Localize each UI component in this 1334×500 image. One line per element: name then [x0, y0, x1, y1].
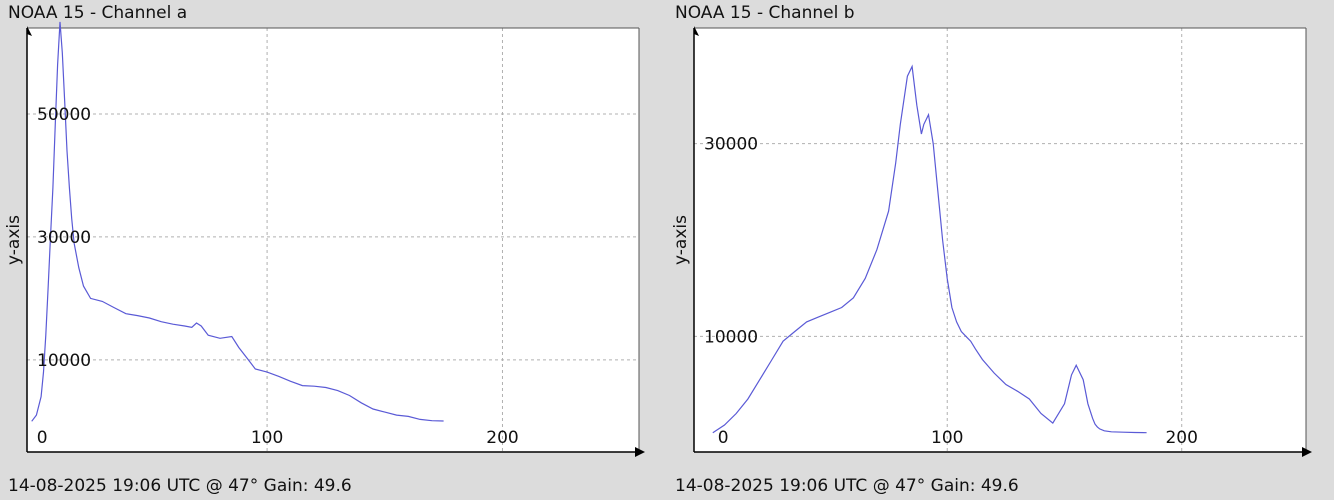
y-tick-label: 10000 [704, 327, 758, 347]
chart-title: NOAA 15 - Channel a [8, 3, 188, 23]
chart-plot-area: 0 100 200 10000 30000 50000 y-axis [4, 21, 645, 457]
x-tick-label: 0 [37, 428, 48, 448]
series-line [712, 64, 1147, 434]
chart-title: NOAA 15 - Channel b [675, 3, 855, 23]
x-axis-arrow [635, 447, 645, 457]
y-tick-label: 50000 [37, 105, 91, 125]
chart-panel-b: NOAA 15 - Channel b 0 100 200 10000 30000 y-a… [667, 0, 1334, 500]
plot-background [694, 28, 1306, 452]
plot-background [27, 28, 639, 452]
y-axis-label: y-axis [671, 215, 691, 265]
x-tick-label: 100 [251, 428, 283, 448]
y-tick-label: 10000 [37, 351, 91, 371]
x-tick-label: 200 [486, 428, 518, 448]
y-axis-arrow [27, 26, 32, 36]
series-line [31, 21, 444, 422]
x-tick-label: 200 [1165, 428, 1197, 448]
y-axis-arrow [694, 26, 699, 36]
x-tick-label: 100 [931, 428, 963, 448]
y-tick-label: 30000 [37, 228, 91, 248]
x-axis-arrow [1302, 447, 1312, 457]
chart-panel-a: NOAA 15 - Channel a 0 100 200 10000 30000 500… [4, 3, 645, 496]
y-axis-label: y-axis [4, 215, 24, 265]
chart-footer-caption: 14-08-2025 19:06 UTC @ 47° Gain: 49.6 [8, 476, 352, 496]
chart-footer-caption: 14-08-2025 19:06 UTC @ 47° Gain: 49.6 [675, 476, 1019, 496]
chart-plot-area: 0 100 200 10000 30000 y-axis [671, 26, 1312, 457]
x-tick-label: 0 [718, 428, 729, 448]
y-tick-label: 30000 [704, 135, 758, 155]
